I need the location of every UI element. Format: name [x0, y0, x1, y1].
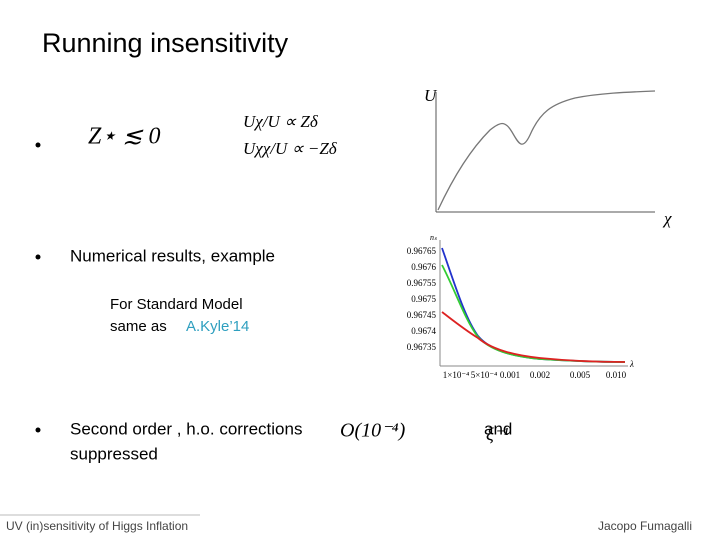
x-tick-label: 5×10⁻⁴: [471, 370, 497, 380]
note-text: same as: [110, 318, 167, 335]
bullet-text: Numerical results, example: [70, 246, 275, 265]
y-tick-label: 0.96745: [407, 310, 437, 320]
bullet: [35, 427, 41, 433]
axis-label: χ: [662, 209, 672, 228]
x-tick-label: 0.002: [530, 370, 550, 380]
x-tick-label: 0.001: [500, 370, 520, 380]
y-tick-label: 0.9676: [411, 262, 436, 272]
potential-plot: U χ: [424, 86, 672, 228]
x-tick-label: 0.005: [570, 370, 591, 380]
formula: Z⋆ ≲ 0: [88, 124, 160, 150]
slide-title: Running insensitivity: [42, 28, 289, 58]
bullet-text: suppressed: [70, 444, 158, 463]
axis-label: nₛ: [430, 233, 438, 242]
bullet-text: Second order , h.o. corrections: [70, 419, 302, 438]
y-tick-label: 0.96765: [407, 246, 437, 256]
axis-label: U: [424, 86, 438, 105]
x-tick-label: 0.010: [606, 370, 627, 380]
y-tick-label: 0.96735: [407, 342, 437, 352]
bullet: [35, 142, 41, 148]
footer-text: Jacopo Fumagalli: [598, 519, 692, 533]
axis-label: λ: [629, 359, 634, 369]
formula: O(10⁻⁴): [340, 420, 406, 442]
formula: Uχ/U ∝ Zδ: [243, 112, 319, 131]
footer-text: UV (in)sensitivity of Higgs Inflation: [6, 519, 188, 533]
x-tick-label: 1×10⁻⁴: [443, 370, 469, 380]
spectral-index-plot: nₛ λ 0.96765 0.9676 0.96755 0.9675 0.96745 0.…: [407, 233, 634, 380]
reference: A.Kyle’14: [186, 318, 249, 335]
y-tick-label: 0.9674: [411, 326, 436, 336]
y-tick-label: 0.96755: [407, 278, 437, 288]
y-tick-label: 0.9675: [411, 294, 436, 304]
bullet: [35, 254, 41, 260]
formula: ξ⁻¹: [486, 424, 509, 444]
bullet-text: and: [484, 419, 512, 438]
formula: Uχχ/U ∝ −Zδ: [243, 139, 338, 158]
note-text: For Standard Model: [110, 296, 243, 313]
